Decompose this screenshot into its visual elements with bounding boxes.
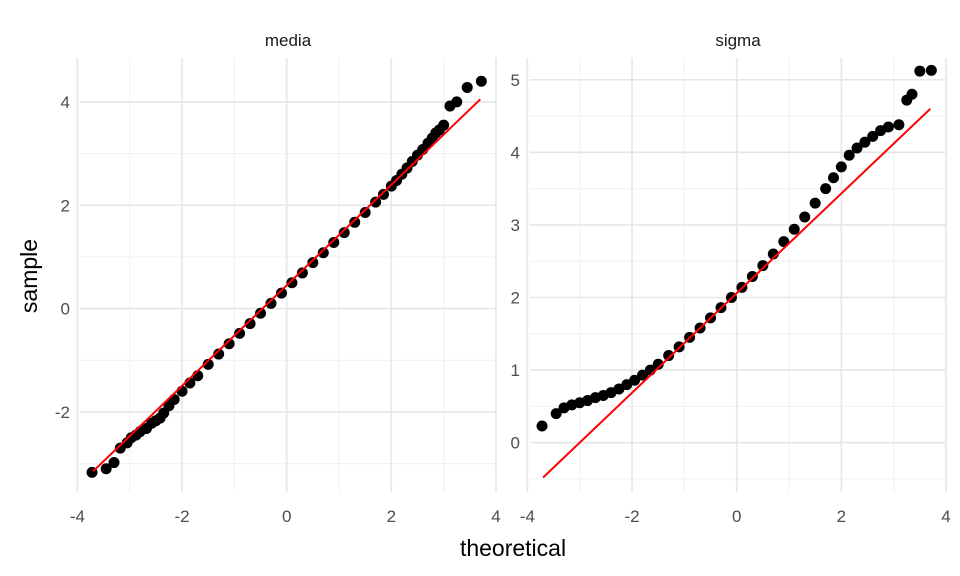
data-point <box>359 206 371 218</box>
y-tick-label: 2 <box>511 288 520 307</box>
data-point <box>835 161 847 173</box>
data-point <box>338 227 350 239</box>
x-tick-label: -4 <box>520 507 535 526</box>
data-point <box>451 96 463 108</box>
data-point <box>882 121 894 133</box>
data-point <box>536 420 548 432</box>
x-tick-label: 0 <box>282 507 291 526</box>
data-point <box>307 257 319 269</box>
data-point <box>859 136 871 148</box>
data-point <box>461 81 473 93</box>
y-tick-label: 0 <box>61 300 70 319</box>
data-point <box>906 88 918 100</box>
data-point <box>108 457 120 469</box>
data-point <box>202 358 214 370</box>
y-tick-label: 4 <box>61 93 70 112</box>
data-point <box>100 463 112 475</box>
panel-sigma: sigma 0 1 2 3 4 5 -4 -2 0 2 4 <box>511 31 951 526</box>
x-tick-label: 0 <box>732 507 741 526</box>
x-tick-label: -4 <box>70 507 85 526</box>
data-point <box>265 297 277 309</box>
x-tick-label: 2 <box>837 507 846 526</box>
data-point <box>377 188 389 200</box>
data-point <box>168 394 180 406</box>
data-point <box>746 270 758 282</box>
data-point <box>317 247 329 259</box>
qq-reference-line <box>92 98 481 473</box>
data-point <box>809 197 821 209</box>
strip-label: media <box>265 31 312 50</box>
x-tick-label: 2 <box>387 507 396 526</box>
data-point <box>475 75 487 87</box>
x-tick-label: 4 <box>941 507 950 526</box>
x-tick-label: -2 <box>174 507 189 526</box>
data-point <box>629 374 641 386</box>
data-point <box>550 408 562 420</box>
panel-media: media -2 0 2 4 -4 -2 0 2 4 <box>55 31 501 526</box>
y-tick-label: 4 <box>511 143 520 162</box>
data-point <box>244 318 256 330</box>
data-point <box>788 223 800 235</box>
data-point <box>867 130 879 142</box>
y-tick-label: 5 <box>511 71 520 90</box>
data-point <box>925 64 937 76</box>
y-tick-label: 2 <box>61 196 70 215</box>
data-point <box>234 327 246 339</box>
data-point <box>851 142 863 154</box>
data-point <box>370 196 382 208</box>
strip-label: sigma <box>715 31 761 50</box>
data-point <box>827 172 839 184</box>
data-point <box>328 236 340 248</box>
data-point <box>255 307 267 319</box>
data-point <box>438 119 450 131</box>
data-point <box>275 287 287 299</box>
x-tick-label: -2 <box>624 507 639 526</box>
data-point <box>286 277 298 289</box>
y-tick-label: -2 <box>55 403 70 422</box>
data-point <box>296 267 308 279</box>
data-point <box>223 338 235 350</box>
data-point <box>349 216 361 228</box>
qq-reference-line <box>542 108 931 479</box>
x-axis-title: theoretical <box>460 535 566 561</box>
data-point <box>914 65 926 77</box>
data-point <box>652 358 664 370</box>
data-point <box>213 348 225 360</box>
y-axis-title: sample <box>16 239 42 313</box>
data-point <box>843 149 855 161</box>
data-point <box>757 260 769 272</box>
data-point <box>637 369 649 381</box>
data-point <box>820 183 832 195</box>
y-tick-label: 3 <box>511 216 520 235</box>
data-point <box>663 350 675 362</box>
x-tick-label: 4 <box>491 507 500 526</box>
y-tick-label: 0 <box>511 434 520 453</box>
y-tick-label: 1 <box>511 361 520 380</box>
data-point <box>176 385 188 397</box>
data-point <box>799 211 811 223</box>
data-point <box>893 119 905 131</box>
